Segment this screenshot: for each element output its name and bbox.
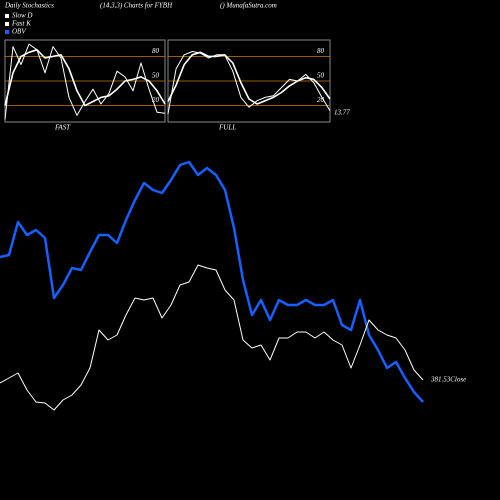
panel-title: FAST xyxy=(54,124,71,132)
y-tick-label: 80 xyxy=(317,47,325,55)
value-label: 13.77 xyxy=(334,108,350,116)
chart-subtitle: (14,3,3) Charts for FYBH xyxy=(100,2,173,10)
legend-swatch xyxy=(5,14,9,18)
panel-title: FULL xyxy=(218,124,236,132)
y-tick-label: 50 xyxy=(152,72,160,80)
y-tick-label: 20 xyxy=(317,96,325,104)
legend-swatch xyxy=(5,22,9,26)
legend-entry: OBV xyxy=(12,28,26,36)
series-line xyxy=(167,51,331,105)
source: () MunafaSutra.com xyxy=(220,2,277,10)
series-line xyxy=(4,49,166,107)
y-tick-label: 50 xyxy=(317,72,325,80)
series-line xyxy=(167,51,331,114)
series-line xyxy=(0,264,424,411)
legend-swatch xyxy=(5,30,9,34)
y-tick-label: 80 xyxy=(152,47,160,55)
legend-entry: Slow D xyxy=(12,12,32,20)
legend-entry: Fast K xyxy=(11,20,31,28)
series-line xyxy=(4,43,166,120)
series-line xyxy=(0,160,424,403)
chart-title: Daily Stochastics xyxy=(4,2,54,10)
y-tick-label: 20 xyxy=(152,96,160,104)
annotation: 381.53Close xyxy=(430,376,466,384)
